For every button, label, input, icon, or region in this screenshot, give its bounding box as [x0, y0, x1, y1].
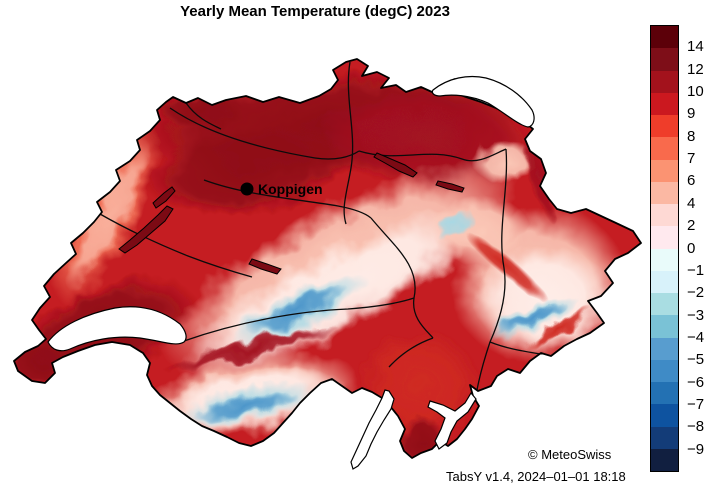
- colorbar-tick-label: −3: [687, 306, 705, 324]
- colorbar-segment: [651, 226, 678, 249]
- colorbar-tick-label: −9: [687, 440, 705, 458]
- colorbar: [650, 25, 679, 472]
- colorbar-segment: [651, 293, 678, 316]
- page-title: Yearly Mean Temperature (degC) 2023: [180, 3, 450, 20]
- colorbar-segment: [651, 248, 678, 271]
- lake-biel: [152, 186, 176, 209]
- colorbar-tick-label: 4: [687, 194, 696, 212]
- temperature-field: [14, 73, 630, 458]
- colorbar-segment: [651, 315, 678, 338]
- colorbar-tick-label: −6: [687, 373, 705, 391]
- colorbar-tick-label: 2: [687, 217, 696, 235]
- colorbar-tick-label: −5: [687, 351, 705, 369]
- colorbar-segment: [651, 337, 678, 360]
- colorbar-segment: [651, 270, 678, 293]
- colorbar-tick-label: −1: [687, 261, 705, 279]
- colorbar-tick-label: −4: [687, 328, 705, 346]
- colorbar-tick-label: 7: [687, 150, 696, 168]
- colorbar-tick-label: 8: [687, 127, 696, 145]
- footer-version-line: TabsY v1.4, 2024–01–01 18:18: [446, 469, 626, 484]
- colorbar-tick-label: 6: [687, 172, 696, 190]
- colorbar-tick-label: 9: [687, 105, 696, 123]
- colorbar-segment: [651, 359, 678, 382]
- colorbar-segment: [651, 426, 678, 449]
- colorbar-segment: [651, 204, 678, 227]
- colorbar-segment: [651, 382, 678, 405]
- colorbar-tick-label: 0: [687, 239, 696, 257]
- colorbar-segment: [651, 48, 678, 71]
- colorbar-tick-label: −7: [687, 395, 705, 413]
- colorbar-segment: [651, 115, 678, 138]
- lake-thun: [248, 258, 282, 275]
- inland-lakes: [118, 152, 465, 275]
- colorbar-segment: [651, 26, 678, 49]
- colorbar-segment: [651, 181, 678, 204]
- colorbar-tick-label: −8: [687, 418, 705, 436]
- station-marker-label: Koppigen: [258, 181, 323, 197]
- lake-maggiore: [350, 389, 395, 470]
- colorbar-labels: 14 12 10 9 8 7 6 4 2 0 −1 −2 −3 −4 −5 −6 −7 −8 −9: [687, 0, 719, 489]
- colorbar-segment: [651, 404, 678, 427]
- lake-zurich: [373, 152, 418, 178]
- colorbar-segment: [651, 159, 678, 182]
- colorbar-tick-label: 14: [687, 38, 704, 56]
- station-marker-dot: [240, 182, 254, 196]
- lake-lugano: [427, 391, 477, 450]
- attribution: © MeteoSwiss: [528, 447, 612, 462]
- border-lakes: [47, 75, 535, 470]
- colorbar-segment: [651, 448, 678, 471]
- region-borders: [99, 61, 552, 391]
- colorbar-segment: [651, 137, 678, 160]
- lake-geneva: [47, 306, 187, 352]
- colorbar-segment: [651, 92, 678, 115]
- lake-neuchatel: [118, 205, 174, 254]
- lake-constance: [431, 75, 535, 128]
- colorbar-tick-label: 12: [687, 60, 704, 78]
- colorbar-tick-label: −2: [687, 284, 705, 302]
- colorbar-tick-label: 10: [687, 83, 704, 101]
- colorbar-segment: [651, 70, 678, 93]
- lake-walen: [435, 180, 465, 193]
